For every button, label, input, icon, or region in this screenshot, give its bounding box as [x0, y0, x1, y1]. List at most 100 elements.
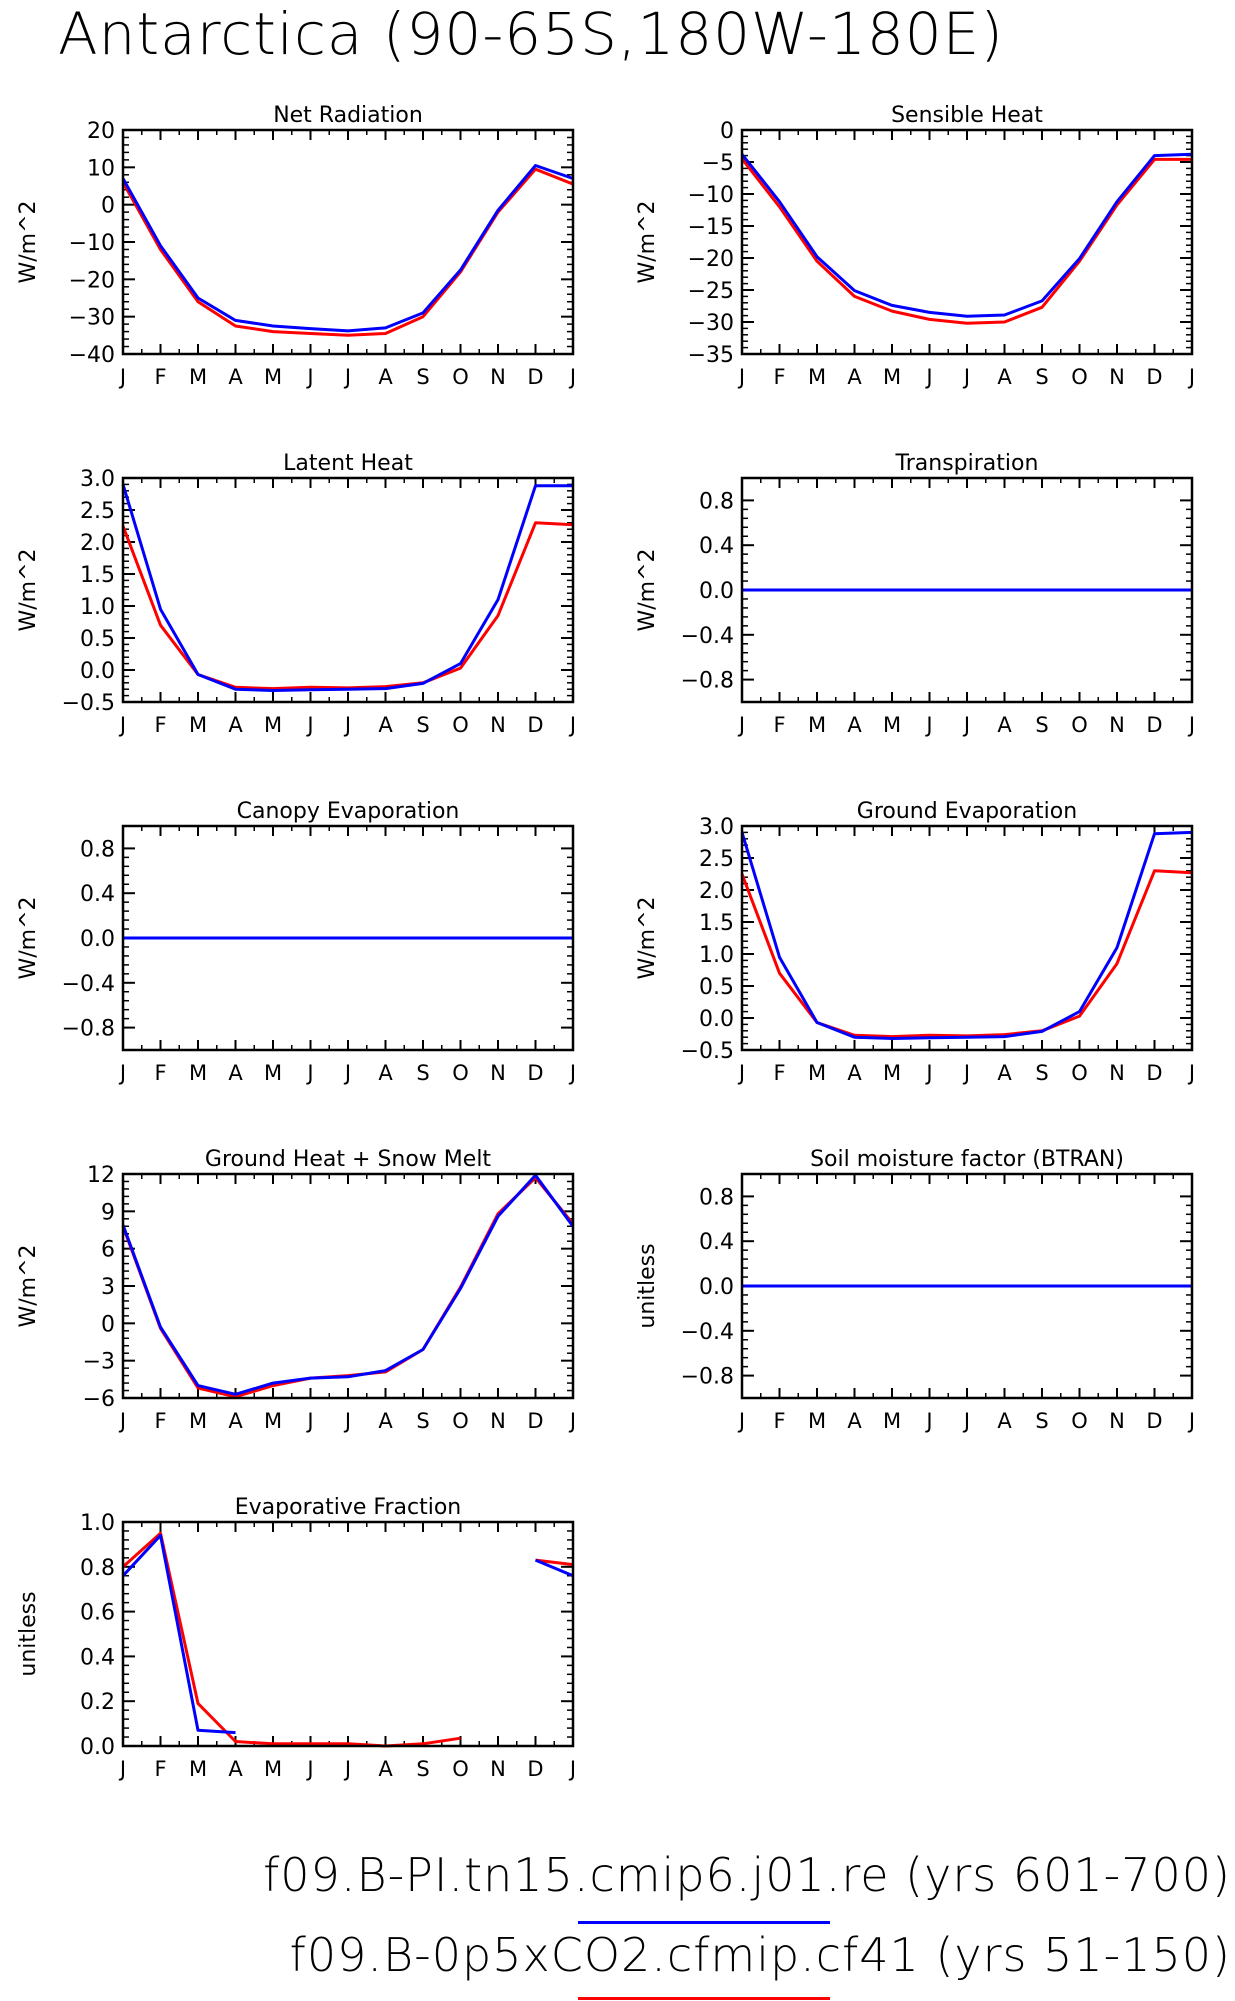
y-tick-label: 1.5 — [80, 563, 115, 588]
y-tick-label: 1.0 — [80, 595, 115, 620]
y-tick-label: −0.5 — [681, 1039, 734, 1064]
x-tick-label: J — [1187, 365, 1195, 389]
y-tick-label: −30 — [69, 306, 115, 331]
x-tick-label: J — [305, 713, 313, 737]
x-tick-label: J — [1187, 713, 1195, 737]
plot-frame — [740, 1172, 1194, 1400]
x-tick-label: D — [527, 1757, 543, 1781]
x-tick-label: O — [452, 1061, 469, 1085]
y-tick-label: −0.4 — [62, 972, 115, 997]
x-tick-label: O — [452, 365, 469, 389]
x-tick-label: J — [924, 1061, 932, 1085]
x-tick-label: J — [343, 1757, 351, 1781]
x-tick-label: J — [1187, 1409, 1195, 1433]
x-tick-label: F — [154, 1061, 166, 1085]
x-tick-label: D — [1146, 1409, 1162, 1433]
x-tick-label: A — [997, 1409, 1012, 1433]
x-tick-label: O — [452, 1409, 469, 1433]
x-tick-label: A — [847, 1061, 862, 1085]
x-tick-label: J — [568, 1061, 576, 1085]
legend-entry-2: f09.B-0p5xCO2.cfmip.cf41 (yrs 51-150) — [290, 1928, 1231, 1982]
chart-title: Soil moisture factor (BTRAN) — [810, 1147, 1124, 1172]
x-tick-label: J — [1187, 1061, 1195, 1085]
series-line-2 — [121, 483, 573, 692]
y-tick-label: 2.5 — [699, 847, 734, 872]
y-tick-label: 0.8 — [80, 1556, 115, 1581]
x-tick-label: J — [343, 713, 351, 737]
x-tick-label: M — [189, 1757, 207, 1781]
x-tick-label: J — [962, 365, 970, 389]
x-tick-label: A — [997, 713, 1012, 737]
x-tick-label: N — [490, 713, 506, 737]
y-tick-label: 0.4 — [699, 1230, 734, 1255]
y-tick-label: −0.5 — [62, 691, 115, 716]
y-tick-label: −0.8 — [681, 1365, 734, 1390]
x-tick-label: M — [189, 713, 207, 737]
x-tick-label: J — [924, 365, 932, 389]
page-title: Antarctica (90-65S,180W-180E) — [58, 0, 1004, 68]
x-tick-label: M — [883, 713, 901, 737]
y-tick-label: 1.0 — [80, 1511, 115, 1536]
x-tick-label: J — [568, 1757, 576, 1781]
x-tick-label: M — [189, 1061, 207, 1085]
series-line-1 — [740, 157, 1192, 325]
y-axis-label: W/m^2 — [16, 1244, 41, 1327]
y-axis-label: unitless — [16, 1591, 41, 1676]
x-tick-label: D — [527, 1061, 543, 1085]
x-tick-label: F — [773, 1409, 785, 1433]
x-tick-label: A — [847, 713, 862, 737]
y-axis-label: W/m^2 — [16, 548, 41, 631]
series-line-2 — [121, 1173, 575, 1396]
x-tick-label: M — [264, 365, 282, 389]
x-tick-label: J — [343, 365, 351, 389]
y-tick-label: 1.0 — [699, 943, 734, 968]
x-tick-label: S — [1035, 1061, 1048, 1085]
y-tick-label: 0 — [101, 1312, 115, 1337]
chart-title: Transpiration — [895, 451, 1039, 476]
plot-frame — [121, 476, 575, 704]
x-tick-label: N — [1109, 1409, 1125, 1433]
y-tick-label: 6 — [101, 1238, 115, 1263]
y-tick-label: 9 — [101, 1200, 115, 1225]
x-tick-label: F — [154, 365, 166, 389]
y-tick-label: 3.0 — [699, 815, 734, 840]
x-tick-label: J — [924, 1409, 932, 1433]
x-tick-label: N — [1109, 713, 1125, 737]
y-tick-label: 0.8 — [80, 837, 115, 862]
chart-title: Evaporative Fraction — [235, 1495, 461, 1520]
x-tick-label: A — [228, 1061, 243, 1085]
x-tick-label: S — [416, 1409, 429, 1433]
x-tick-label: N — [490, 1061, 506, 1085]
y-axis-label: W/m^2 — [16, 200, 41, 283]
x-tick-label: A — [378, 1757, 393, 1781]
x-tick-label: J — [305, 1409, 313, 1433]
x-tick-label: A — [378, 365, 393, 389]
y-tick-label: 3.0 — [80, 467, 115, 492]
series-line-2 — [121, 164, 574, 333]
x-tick-label: J — [118, 1061, 126, 1085]
series-line-2 — [121, 1533, 236, 1735]
x-tick-label: A — [228, 1757, 243, 1781]
x-tick-label: A — [228, 365, 243, 389]
x-tick-label: J — [568, 365, 576, 389]
y-tick-label: −15 — [688, 215, 734, 240]
x-tick-label: J — [962, 1061, 970, 1085]
x-tick-label: J — [962, 1409, 970, 1433]
series-line-2 — [740, 830, 1193, 1040]
x-tick-label: S — [1035, 713, 1048, 737]
y-tick-label: 2.0 — [80, 531, 115, 556]
y-tick-label: 0.8 — [699, 489, 734, 514]
y-tick-label: −6 — [83, 1387, 115, 1412]
x-tick-label: F — [154, 1757, 166, 1781]
x-tick-label: F — [154, 1409, 166, 1433]
x-tick-label: J — [118, 1757, 126, 1781]
x-tick-label: M — [808, 365, 826, 389]
y-tick-label: 0.0 — [699, 1275, 734, 1300]
x-tick-label: M — [808, 713, 826, 737]
chart-title: Ground Heat + Snow Melt — [205, 1147, 492, 1172]
x-tick-label: A — [228, 713, 243, 737]
x-tick-label: D — [527, 365, 543, 389]
